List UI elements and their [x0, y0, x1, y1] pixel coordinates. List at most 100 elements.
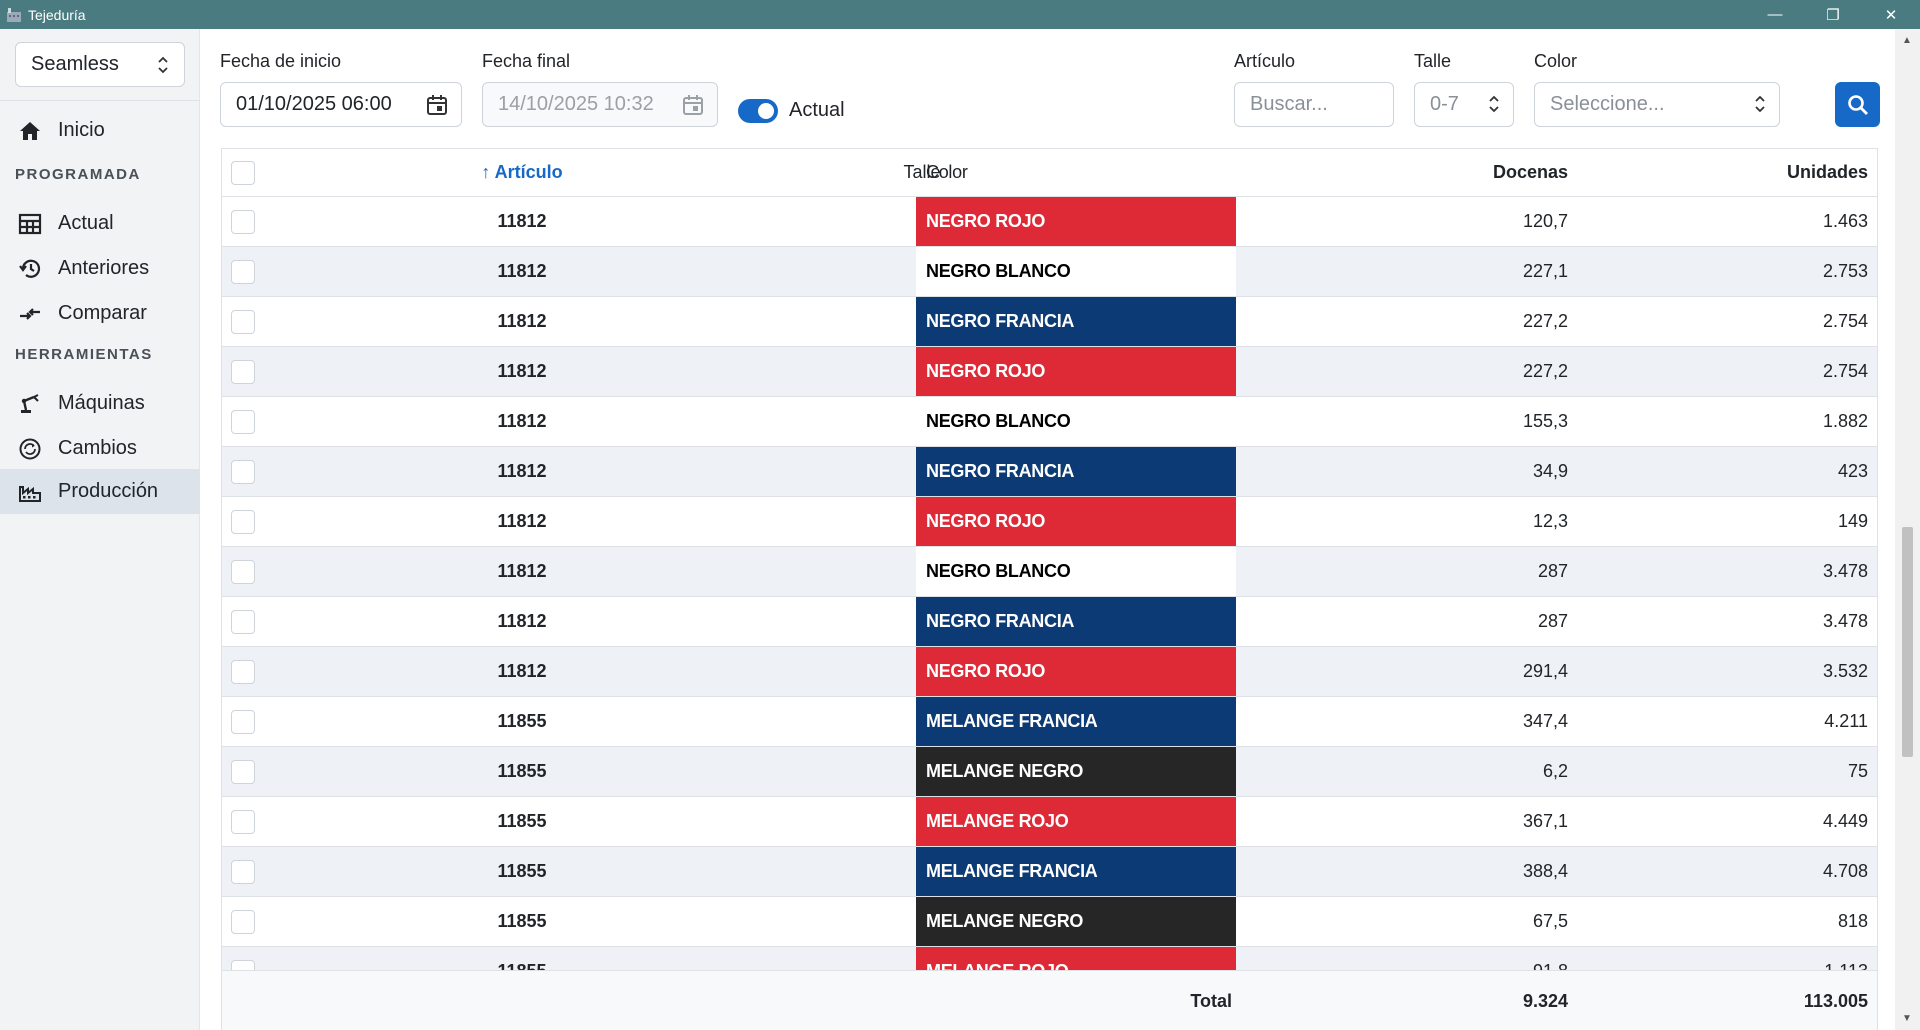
row-checkbox[interactable] — [231, 309, 255, 334]
row-checkbox[interactable] — [231, 909, 255, 934]
article-cell: 11855 — [422, 961, 622, 970]
sidebar-item-anteriores[interactable]: Anteriores — [0, 246, 200, 291]
article-column-header[interactable]: ↑ Artículo — [481, 162, 563, 182]
table-header: ↑ Artículo Talle Color Docenas Unidades — [222, 149, 1877, 197]
scroll-up-arrow-icon[interactable]: ▲ — [1902, 35, 1912, 46]
article-search-input[interactable]: Buscar... — [1234, 82, 1394, 127]
production-table: ↑ Artículo Talle Color Docenas Unidades … — [221, 148, 1878, 1030]
select-all-checkbox[interactable] — [231, 160, 255, 185]
toggle-knob — [758, 103, 774, 119]
start-date-input[interactable]: 01/10/2025 06:00 — [220, 82, 462, 127]
row-checkbox[interactable] — [231, 459, 255, 484]
end-date-input[interactable]: 14/10/2025 10:32 — [482, 82, 718, 127]
color-cell: MELANGE NEGRO — [916, 897, 1236, 946]
color-select-placeholder: Seleccione... — [1550, 93, 1665, 115]
sidebar-item-label: Cambios — [58, 437, 137, 459]
robot-arm-icon — [21, 393, 39, 413]
dozens-cell: 388,4 — [1522, 861, 1568, 881]
filter-bar: Fecha de inicio 01/10/2025 06:00 Fecha f… — [200, 29, 1890, 149]
row-checkbox[interactable] — [231, 659, 255, 684]
row-checkbox[interactable] — [231, 609, 255, 634]
color-cell: MELANGE NEGRO — [916, 747, 1236, 796]
row-checkbox[interactable] — [231, 709, 255, 734]
row-checkbox[interactable] — [231, 409, 255, 434]
actual-toggle[interactable] — [738, 99, 778, 123]
units-cell: 4.211 — [1824, 711, 1868, 731]
calendar-icon[interactable] — [425, 93, 449, 117]
sidebar-item-maquinas[interactable]: Máquinas — [0, 381, 200, 426]
dozens-cell: 227,1 — [1522, 261, 1568, 281]
dozens-cell: 287 — [1537, 561, 1568, 581]
search-button[interactable] — [1835, 82, 1880, 127]
vertical-scrollbar[interactable]: ▲ ▼ — [1895, 29, 1920, 1030]
units-column-header[interactable]: Unidades — [1786, 162, 1868, 182]
article-cell: 11812 — [497, 461, 547, 481]
row-checkbox[interactable] — [231, 809, 255, 834]
section-heading-herramientas: HERRAMIENTAS — [15, 346, 153, 363]
scrollbar-thumb[interactable] — [1902, 527, 1913, 757]
minimize-button[interactable]: — — [1767, 6, 1783, 23]
color-cell: NEGRO BLANCO — [916, 547, 1236, 596]
factory-app-icon — [7, 7, 21, 22]
color-cell: NEGRO FRANCIA — [916, 597, 1236, 646]
row-checkbox[interactable] — [231, 209, 255, 234]
table-row[interactable]: 118553MELANGE ROJO91,81.113 — [222, 947, 1877, 970]
sidebar-item-comparar[interactable]: Comparar — [0, 291, 200, 336]
sidebar-item-label: Máquinas — [58, 392, 145, 414]
row-checkbox[interactable] — [231, 959, 255, 970]
mode-select-value: Seamless — [31, 53, 119, 75]
size-select[interactable]: 0-7 — [1414, 82, 1514, 127]
article-cell: 11812 — [497, 311, 547, 331]
sidebar-item-produccion[interactable]: Producción — [0, 469, 200, 514]
start-date-label: Fecha de inicio — [220, 51, 342, 71]
article-cell: 11812 — [497, 611, 547, 631]
article-label: Artículo — [1234, 51, 1296, 71]
restore-button[interactable]: ❐ — [1826, 6, 1840, 24]
search-icon — [1847, 94, 1868, 115]
row-checkbox[interactable] — [231, 259, 255, 284]
size-column-header[interactable]: Talle — [903, 162, 941, 182]
cycle-icon — [19, 438, 41, 459]
row-checkbox[interactable] — [231, 509, 255, 534]
total-units: 113.005 — [1803, 990, 1868, 1011]
sidebar-item-actual[interactable]: Actual — [0, 201, 200, 246]
sidebar-item-cambios[interactable]: Cambios — [0, 426, 200, 471]
close-button[interactable]: ✕ — [1884, 6, 1898, 24]
row-checkbox[interactable] — [231, 859, 255, 884]
total-label: Total — [1190, 990, 1232, 1011]
calendar-icon[interactable] — [681, 93, 705, 117]
dozens-cell: 12,3 — [1532, 511, 1568, 531]
dozens-column-header[interactable]: Docenas — [1492, 162, 1568, 182]
color-column-header[interactable]: Color — [926, 162, 968, 182]
sidebar-item-inicio[interactable]: Inicio — [0, 108, 200, 153]
color-cell: NEGRO ROJO — [916, 347, 1236, 396]
title-bar: Tejeduría — ❐ ✕ — [0, 0, 1920, 29]
row-checkbox[interactable] — [231, 559, 255, 584]
sidebar-item-label: Actual — [58, 212, 114, 234]
scroll-down-arrow-icon[interactable]: ▼ — [1902, 1013, 1912, 1024]
dozens-cell: 120,7 — [1522, 211, 1568, 231]
color-select[interactable]: Seleccione... — [1534, 82, 1780, 127]
row-checkbox[interactable] — [231, 359, 255, 384]
dozens-cell: 287 — [1537, 611, 1568, 631]
mode-select[interactable]: Seamless — [15, 42, 185, 87]
article-cell: 11812 — [497, 211, 547, 231]
sidebar-item-label: Anteriores — [58, 257, 150, 279]
row-checkbox[interactable] — [231, 759, 255, 784]
